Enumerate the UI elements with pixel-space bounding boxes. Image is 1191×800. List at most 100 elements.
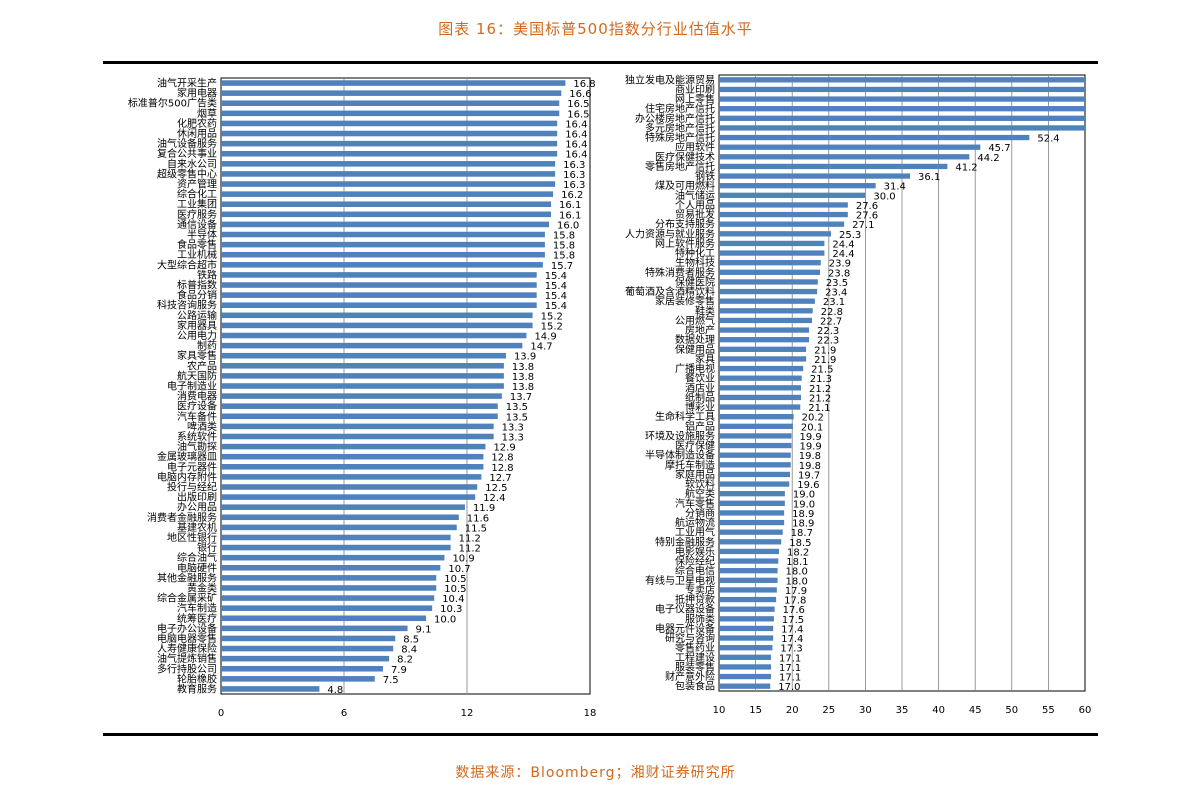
x-tick-label: 0 (218, 708, 224, 719)
category-label: 标准普尔500广告类 (128, 97, 217, 110)
data-label: 13.8 (512, 362, 534, 373)
bar (719, 115, 1085, 121)
bar (719, 317, 812, 324)
category-label: 煤及可用燃料 (655, 179, 715, 192)
bar (719, 673, 771, 680)
data-label: 22.3 (817, 336, 839, 347)
category-label: 轮胎橡胶 (177, 672, 217, 685)
data-label: 20.2 (802, 413, 824, 424)
bar (221, 635, 396, 642)
left-bar-chart: 0 6 12 18 油气开采生产 16.8 家用电器 16.6 标准普尔500广告类 16.5 烟草… (128, 77, 596, 719)
category-label: 多元房地产信托 (645, 121, 715, 134)
x-tick-label: 60 (1079, 705, 1092, 716)
bar (221, 383, 504, 389)
category-label: 房地产 (685, 324, 715, 337)
category-label: 人寿健康保险 (157, 642, 217, 655)
bar (719, 288, 818, 295)
bar (221, 393, 502, 399)
data-label: 16.2 (561, 190, 583, 201)
data-label: 16.8 (573, 79, 595, 90)
data-label: 31.4 (884, 182, 906, 193)
category-label: 电子制造业 (167, 380, 217, 393)
bottom-rule (103, 733, 1098, 736)
category-label: 啤酒类 (187, 420, 217, 433)
category-label: 食品分销 (177, 289, 217, 302)
category-label: 保险经纪 (675, 555, 715, 568)
bar (221, 504, 465, 510)
data-label: 15.8 (553, 231, 575, 242)
bar (221, 453, 484, 460)
category-label: 纸制品 (685, 391, 715, 404)
bar (221, 403, 498, 409)
data-label: 16.1 (559, 200, 581, 211)
x-tick-label: 12 (461, 708, 474, 719)
bar (221, 645, 394, 652)
bar (719, 308, 813, 314)
category-label: 钢铁 (695, 170, 715, 183)
bar (719, 337, 810, 343)
category-label: 特殊消费者服务 (645, 266, 715, 279)
data-label: 19.6 (797, 480, 819, 491)
data-label: 23.1 (823, 297, 845, 308)
bar (719, 481, 790, 487)
category-label: 教育服务 (177, 682, 217, 695)
data-label: 27.6 (856, 211, 878, 222)
category-label: 超级零售中心 (157, 167, 217, 180)
category-label: 油气勘探 (177, 440, 217, 453)
data-label: 16.0 (557, 220, 579, 231)
bar (221, 363, 504, 369)
bar (719, 587, 777, 593)
data-label: 21.5 (811, 365, 833, 376)
bar (221, 443, 486, 450)
category-label: 投行与经纪 (167, 480, 217, 493)
bar (221, 484, 478, 490)
category-label: 电脑电器零售 (157, 632, 217, 645)
data-label: 15.4 (545, 291, 567, 302)
category-label: 独立发电及能源贸易 (625, 73, 715, 86)
bar (719, 365, 804, 372)
bar (719, 173, 911, 179)
bar (221, 524, 457, 531)
category-label: 商业印刷 (675, 83, 715, 96)
category-label: 特种化工 (675, 247, 715, 260)
data-label: 8.5 (403, 634, 419, 645)
category-label: 抵押贷款 (675, 593, 715, 606)
bar (221, 605, 433, 611)
category-label: 航天国防 (177, 369, 217, 382)
data-label: 12.4 (483, 493, 505, 504)
chart-title: 图表 16：美国标普500指数分行业估值水平 (438, 20, 753, 38)
data-label: 17.1 (779, 663, 801, 674)
bar (221, 585, 437, 591)
data-label: 41.2 (955, 162, 977, 173)
data-label: 15.4 (545, 281, 567, 292)
category-label: 服饰类 (685, 612, 715, 625)
category-label: 医疗保健 (675, 439, 715, 452)
bar (221, 413, 498, 420)
data-label: 13.5 (506, 412, 528, 423)
data-label: 16.3 (563, 170, 585, 181)
bar (719, 77, 1085, 83)
data-label: 7.9 (391, 665, 407, 676)
data-label: 44.2 (977, 153, 999, 164)
data-label: 19.0 (793, 499, 815, 510)
x-tick-label: 15 (749, 705, 762, 716)
data-label: 23.8 (828, 268, 850, 279)
category-label: 油气提炼销售 (157, 652, 217, 665)
data-label: 10.7 (448, 564, 470, 575)
data-label: 12.8 (491, 463, 513, 474)
category-label: 包装食品 (675, 680, 715, 693)
data-label: 13.9 (514, 352, 536, 363)
data-label: 15.8 (553, 241, 575, 252)
bar (221, 655, 390, 662)
data-label: 12.5 (485, 483, 507, 494)
x-tick-label: 10 (713, 705, 726, 716)
bar (719, 616, 774, 622)
data-label: 36.1 (918, 172, 940, 183)
bar (719, 664, 771, 670)
category-label: 烟草 (197, 107, 217, 120)
category-label: 汽车零售 (675, 497, 715, 510)
data-label: 18.2 (787, 547, 809, 558)
bar (221, 302, 537, 308)
bar (221, 191, 554, 197)
category-label: 综合油气 (177, 551, 217, 564)
